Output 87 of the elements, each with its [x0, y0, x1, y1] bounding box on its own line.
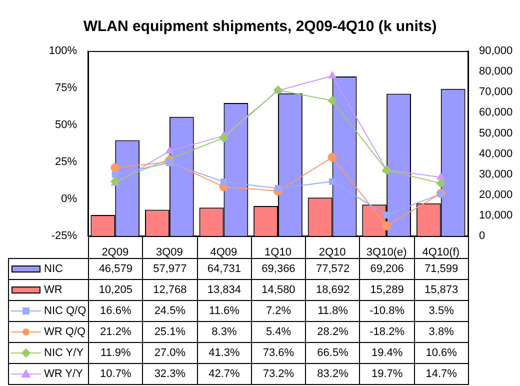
point — [110, 163, 120, 172]
x-tick-label: 2Q09 — [102, 246, 129, 259]
point — [274, 185, 282, 192]
y-tick-label: 25% — [54, 156, 78, 168]
data-label: 69,206 — [359, 258, 415, 280]
data-label: 8.3% — [196, 321, 252, 343]
data-label: -18.2% — [359, 321, 415, 343]
x-tick-label: 4Q09 — [210, 246, 238, 259]
data-label: 46,579 — [88, 258, 144, 280]
data-label: 77,572 — [305, 258, 360, 280]
y2-tick-label: 0 — [479, 230, 486, 242]
y-tick-label: 0% — [61, 193, 78, 206]
data-label: 57,977 — [142, 258, 198, 280]
data-label: 13,834 — [196, 279, 252, 301]
y2-tick-label: 20,000 — [479, 188, 513, 201]
x-tick-label: 1Q10 — [264, 246, 292, 259]
point — [219, 133, 228, 142]
data-label: 66.5% — [305, 342, 360, 364]
x-tick-label: 3Q10(e) — [366, 246, 407, 259]
data-label: 16.6% — [88, 300, 144, 322]
legend-label: NIC Y/Y — [44, 347, 84, 359]
data-label: -10.8% — [359, 300, 415, 322]
data-label: 69,366 — [250, 258, 306, 280]
data-label: 11.6% — [196, 300, 252, 322]
data-label: 3.8% — [414, 321, 469, 343]
point — [165, 146, 174, 154]
data-label: 15,289 — [359, 279, 415, 301]
data-label: 10,205 — [88, 279, 144, 301]
data-label: 10.7% — [88, 363, 144, 385]
data-label: 73.2% — [250, 363, 306, 385]
point — [328, 96, 337, 106]
y-tick-label: -25% — [51, 230, 78, 242]
data-label: 7.2% — [250, 300, 306, 322]
legend-label: NIC Q/Q — [44, 305, 86, 317]
chart-title: WLAN equipment shipments, 2Q09-4Q10 (k units) — [83, 18, 437, 36]
x-tick-label: 2Q10 — [318, 246, 346, 259]
point — [383, 212, 390, 218]
data-label: 19.4% — [359, 342, 415, 364]
x-tick-label: 3Q09 — [156, 246, 183, 259]
data-label: 10.6% — [414, 342, 469, 364]
data-label: 12,768 — [142, 279, 198, 301]
data-label: 64,731 — [196, 258, 252, 280]
point — [328, 71, 336, 78]
point — [436, 172, 445, 180]
y2-tick-label: 50,000 — [479, 127, 513, 140]
data-label: 14.7% — [414, 363, 469, 385]
point — [382, 166, 392, 175]
point — [112, 171, 118, 178]
x-tick-label: 4Q10(f) — [422, 246, 460, 259]
data-label: 73.6% — [250, 342, 306, 364]
y2-tick-label: 60,000 — [479, 106, 513, 119]
data-label: 71,599 — [414, 258, 469, 280]
data-label: 18,692 — [305, 279, 360, 301]
y-tick-label: 75% — [54, 82, 78, 94]
y2-tick-label: 70,000 — [479, 86, 513, 98]
y2-tick-label: 10,000 — [479, 209, 513, 222]
data-label: 41.3% — [196, 342, 252, 364]
y-tick-label: 100% — [48, 45, 78, 58]
data-label: 11.8% — [305, 300, 360, 322]
data-label: 25.1% — [142, 321, 198, 343]
data-label: 24.5% — [142, 300, 198, 322]
point — [220, 178, 228, 186]
legend-label: WR Q/Q — [44, 326, 86, 338]
y2-tick-label: 30,000 — [479, 168, 513, 180]
data-label: 14,580 — [250, 279, 306, 301]
y2-tick-label: 40,000 — [479, 148, 513, 160]
point — [436, 178, 446, 188]
data-label: 27.0% — [142, 342, 198, 364]
point — [382, 221, 392, 230]
data-label: 83.2% — [305, 363, 360, 385]
data-label: 5.4% — [250, 321, 306, 343]
legend-label: NIC — [44, 263, 63, 275]
data-label: 28.2% — [305, 321, 360, 343]
y2-tick-label: 90,000 — [479, 45, 513, 58]
data-label: 42.7% — [196, 363, 252, 385]
data-label: 11.9% — [88, 342, 144, 364]
legend-label: WR — [44, 284, 62, 296]
data-label: 19.7% — [359, 363, 415, 385]
data-label: 32.3% — [142, 363, 198, 385]
point — [328, 152, 337, 162]
y2-tick-label: 80,000 — [479, 66, 513, 78]
data-label: 21.2% — [88, 321, 144, 343]
data-label: 3.5% — [414, 300, 469, 322]
data-label: 15,873 — [414, 279, 469, 301]
point — [328, 178, 336, 185]
legend-label: WR Y/Y — [44, 368, 83, 380]
y-tick-label: 50% — [54, 119, 78, 132]
